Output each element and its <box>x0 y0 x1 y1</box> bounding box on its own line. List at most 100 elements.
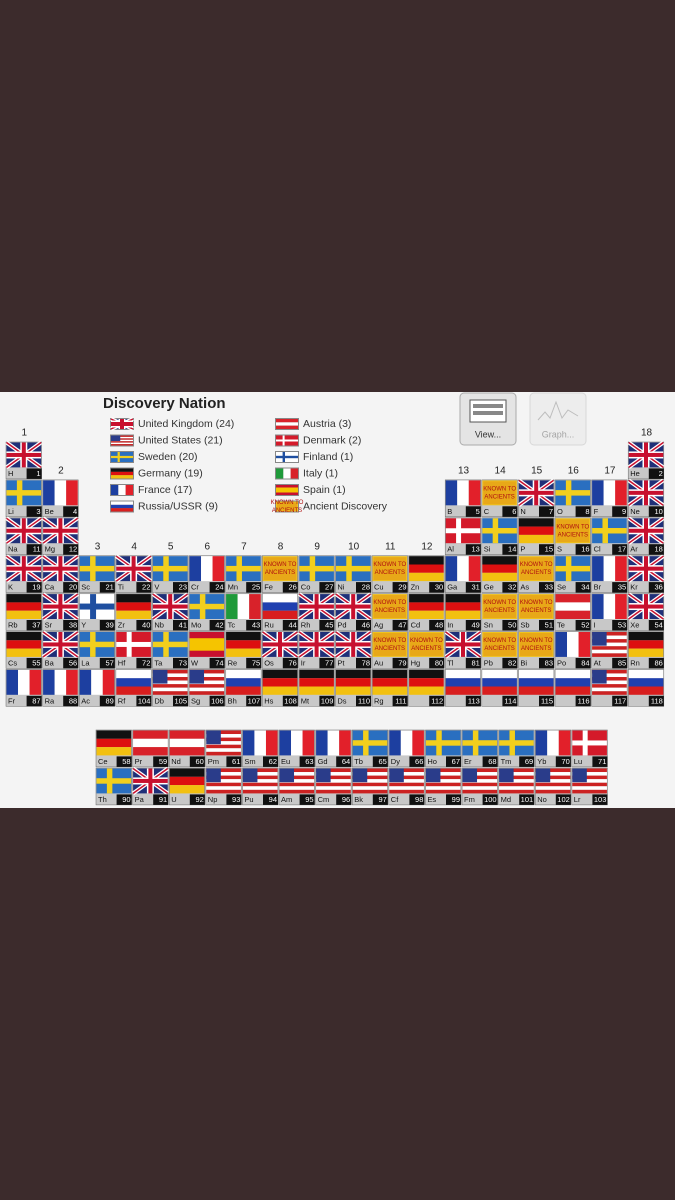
element-symbol: Pd <box>337 620 346 629</box>
flag-part <box>189 638 225 651</box>
flag-part <box>277 502 297 511</box>
flag-part <box>316 768 351 773</box>
flag-part <box>462 779 498 783</box>
number-box <box>63 657 79 669</box>
flag-part <box>535 768 571 773</box>
flag-part <box>373 633 407 656</box>
flag-part <box>592 669 627 674</box>
number-box <box>173 620 188 631</box>
flag-part <box>445 528 481 534</box>
number-box <box>592 756 608 767</box>
ancient-label: ANCIENTS <box>411 646 441 652</box>
flag-part <box>125 485 133 495</box>
flag-part <box>518 669 554 679</box>
element-number: 78 <box>362 658 370 667</box>
element-cell: Ru 44 <box>261 593 299 631</box>
element-number: 106 <box>211 696 224 705</box>
flag-part <box>152 677 188 681</box>
flag-part <box>547 730 559 756</box>
flag-part <box>152 691 188 695</box>
element-number: 17 <box>618 545 626 554</box>
group-label: 18 <box>641 428 653 439</box>
element-symbol: As <box>520 583 529 592</box>
element-number: 43 <box>252 620 260 629</box>
flag-part <box>462 740 498 746</box>
view-button[interactable]: View... <box>459 392 517 446</box>
flag-part <box>291 730 303 756</box>
flag-part <box>189 684 225 688</box>
flag-part <box>535 779 571 783</box>
flag-part <box>111 471 133 476</box>
flag-part <box>592 649 627 654</box>
element-cell: Rg 111 <box>371 669 408 707</box>
element-cell: Cf 98 <box>388 767 425 806</box>
flag-part <box>462 768 478 783</box>
number-box <box>502 620 518 631</box>
flag-part <box>6 566 42 571</box>
flag-part <box>316 779 351 783</box>
element-symbol: Hs <box>264 696 273 705</box>
flag-part <box>206 772 241 776</box>
flag-part <box>6 669 19 695</box>
element-number: 57 <box>105 658 113 667</box>
element-number: 31 <box>471 583 479 592</box>
flag-part <box>409 564 444 573</box>
flag-part <box>242 730 255 756</box>
flag-part <box>133 738 168 748</box>
element-number: 24 <box>215 583 223 592</box>
flag-part <box>389 779 424 783</box>
element-symbol: Ni <box>337 583 344 592</box>
element-number: 6 <box>512 507 516 516</box>
element-cell: Pm 61 <box>205 729 242 768</box>
flag-part <box>592 594 604 619</box>
legend-label: Italy (1) <box>303 467 338 479</box>
legend-item: France (17) <box>110 484 192 496</box>
flag-part <box>116 566 151 571</box>
element-symbol: Pu <box>244 795 253 804</box>
element-cell: KNOWN TO ANCIENTS Sn 50 <box>481 593 518 631</box>
ancient-label: KNOWN TO <box>520 562 553 568</box>
flag-part <box>518 518 554 527</box>
number-box <box>446 756 461 767</box>
element-symbol: Dy <box>391 757 400 766</box>
flag-part <box>482 669 517 679</box>
flag-part <box>118 485 126 495</box>
element-number: 111 <box>395 696 406 705</box>
number-box <box>648 544 664 555</box>
group-label: 1 <box>22 428 28 439</box>
flag-part <box>206 768 241 773</box>
element-cell: KNOWN TO ANCIENTS As 33 <box>518 555 555 593</box>
number-box <box>209 582 225 593</box>
number-box <box>519 794 535 805</box>
flag-part <box>242 772 278 776</box>
element-number: 62 <box>269 757 277 766</box>
element-number: 87 <box>32 696 40 705</box>
element-number: 51 <box>545 620 553 629</box>
flag-part <box>482 678 517 687</box>
flag-part <box>352 768 388 773</box>
flag-part <box>482 564 517 573</box>
element-cell: Al 13 <box>444 517 482 555</box>
element-number: 90 <box>122 795 130 804</box>
ancient-label: KNOWN TO <box>483 486 516 492</box>
flag-part <box>603 480 616 506</box>
graph-button[interactable]: Graph... <box>529 392 587 446</box>
element-symbol: Lu <box>574 757 582 766</box>
element-cell: Xe 54 <box>627 592 665 631</box>
element-cell: La 57 <box>78 631 116 669</box>
flag-part <box>299 604 334 609</box>
number-box <box>209 657 225 669</box>
element-cell: Gd 64 <box>315 729 352 768</box>
element-number: 68 <box>488 757 496 766</box>
number-box <box>392 695 408 707</box>
flag-part <box>111 441 133 443</box>
flag-part <box>558 730 571 756</box>
flag-part <box>133 747 168 756</box>
flag-part <box>169 738 205 748</box>
flag-part <box>276 487 298 493</box>
flag-part <box>462 775 498 780</box>
element-symbol: Np <box>208 795 218 804</box>
element-cell: Cm 96 <box>315 767 352 806</box>
element-cell: U 92 <box>168 767 206 806</box>
element-symbol: Fe <box>264 583 273 592</box>
